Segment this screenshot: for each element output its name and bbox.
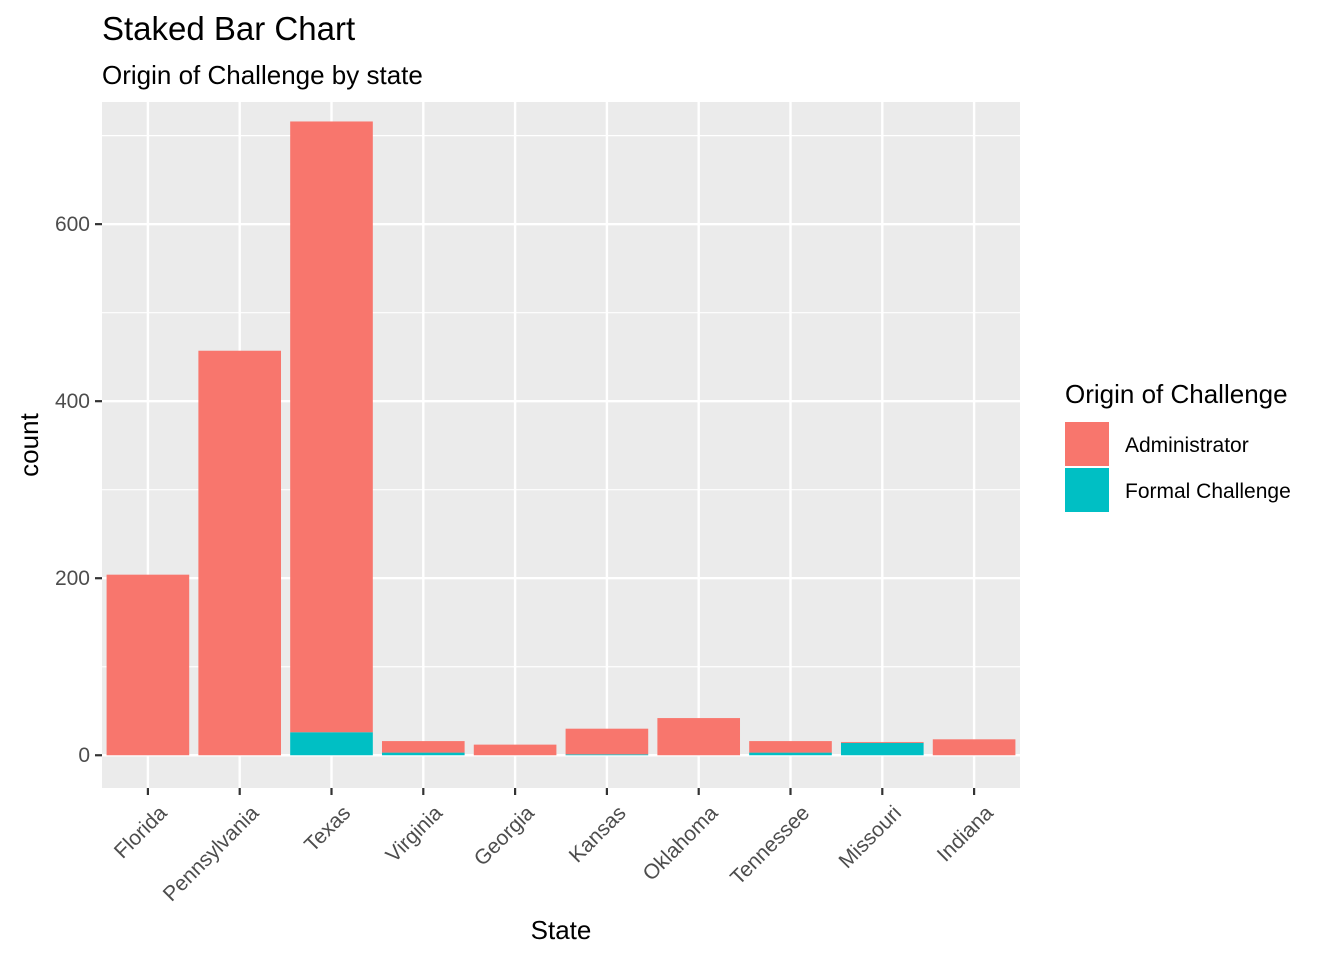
bar-segment xyxy=(840,742,924,756)
y-tick-label: 0 xyxy=(78,744,90,767)
legend-label: Formal Challenge xyxy=(1125,480,1291,503)
legend-key xyxy=(1065,422,1109,466)
legend: Origin of Challenge Administrator Formal … xyxy=(1065,379,1291,512)
y-tick-label: 600 xyxy=(55,213,90,236)
x-tick-label: Missouri xyxy=(834,801,906,873)
bar-segment xyxy=(198,350,282,756)
bar-segment xyxy=(749,752,832,756)
x-tick-label: Indiana xyxy=(933,801,998,866)
bar-segment xyxy=(840,741,924,743)
bar-segment xyxy=(473,744,557,756)
chart-subtitle: Origin of Challenge by state xyxy=(102,60,423,90)
x-tick-label: Florida xyxy=(110,801,172,863)
bar-segment xyxy=(290,732,373,756)
bar-segment xyxy=(657,718,741,756)
bar-segment xyxy=(106,574,190,756)
x-tick-label: Virginia xyxy=(382,801,448,867)
bar-segment xyxy=(381,741,465,753)
chart-title: Staked Bar Chart xyxy=(102,10,355,47)
bar-segment xyxy=(932,739,1016,756)
x-tick-label: Kansas xyxy=(565,801,631,867)
legend-title: Origin of Challenge xyxy=(1065,379,1288,409)
legend-key xyxy=(1065,468,1109,512)
bar-segment xyxy=(381,752,465,756)
y-axis-title: count xyxy=(14,412,44,476)
bar-segment xyxy=(565,728,649,755)
bars xyxy=(106,121,1016,756)
y-tick-label: 200 xyxy=(55,567,90,590)
x-tick-label: Pennsylvania xyxy=(159,801,264,906)
x-tick-label: Texas xyxy=(300,801,355,856)
x-tick-label: Oklahoma xyxy=(638,801,722,885)
legend-label: Administrator xyxy=(1125,434,1249,457)
bar-segment xyxy=(749,741,832,753)
bar-segment xyxy=(565,754,649,756)
y-axis: 0 200 400 600 xyxy=(55,213,102,767)
x-axis-title: State xyxy=(531,915,592,945)
y-tick-label: 400 xyxy=(55,390,90,413)
bar-segment xyxy=(290,121,373,733)
x-tick-label: Tennessee xyxy=(726,801,814,889)
x-tick-label: Georgia xyxy=(470,801,539,870)
